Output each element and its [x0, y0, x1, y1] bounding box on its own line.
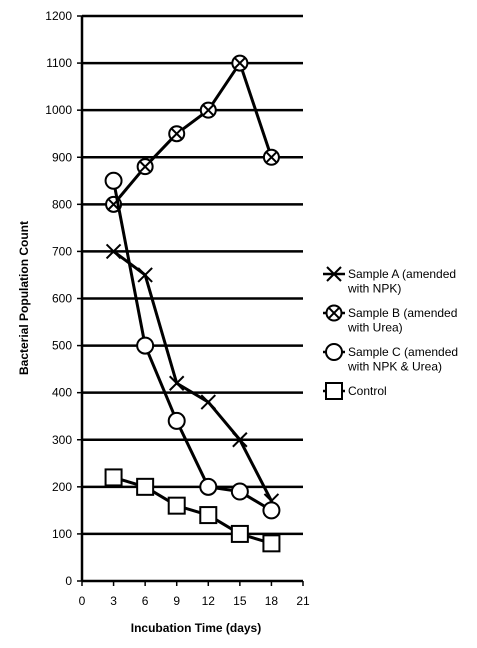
data-point-s2-4: [231, 54, 249, 72]
data-point-s4-3: [199, 506, 218, 525]
y-tick-label-100: 100: [52, 527, 72, 541]
marker-x-stroke: [233, 57, 246, 70]
series-line-2: [112, 61, 273, 206]
legend-marker: [325, 343, 343, 361]
x-tick-label-6: 6: [142, 594, 149, 608]
y-tick-label-0: 0: [65, 574, 72, 588]
marker-x-stroke: [200, 394, 216, 410]
y-tick-label-200: 200: [52, 480, 72, 494]
data-point-s4-5: [262, 534, 281, 553]
x-tick-label-9: 9: [173, 594, 180, 608]
marker-x-stroke: [137, 267, 153, 283]
legend-item-4: Control: [323, 382, 387, 400]
series-2: [105, 54, 280, 213]
series-group: [104, 54, 281, 553]
marker-x-stroke: [202, 104, 215, 117]
x-tick-label-15: 15: [233, 594, 247, 608]
data-point-s1-2: [169, 375, 185, 391]
data-point-s4-4: [230, 524, 249, 543]
data-point-s1-4: [232, 432, 248, 448]
data-point-s3-0: [104, 171, 123, 190]
y-tick-label-800: 800: [52, 197, 72, 211]
y-axis-title: Bacterial Population Count: [17, 221, 31, 375]
legend-label-line: with NPK): [347, 282, 401, 296]
y-tick-label-900: 900: [52, 150, 72, 164]
y-tick-label-1000: 1000: [45, 103, 72, 117]
data-point-s1-1: [137, 267, 153, 283]
data-point-s3-1: [136, 336, 155, 355]
data-point-s4-0: [104, 468, 123, 487]
data-point-s1-0: [105, 243, 122, 260]
data-point-s3-2: [167, 411, 186, 430]
data-point-s4-2: [167, 496, 186, 515]
y-tick-label-700: 700: [52, 244, 72, 258]
x-axis-title: Incubation Time (days): [131, 621, 261, 635]
marker-x-stroke: [169, 375, 185, 391]
x-tick-label-3: 3: [110, 594, 117, 608]
marker-x-stroke: [105, 243, 122, 260]
tick-labels: 0 100 200 300 400 500 600 700 800 900 1000 1100 1200…: [45, 9, 310, 608]
data-point-s2-2: [168, 125, 186, 143]
legend-marker: [325, 304, 343, 322]
x-tick-label-18: 18: [265, 594, 279, 608]
data-point-s2-5: [262, 148, 280, 166]
y-tick-label-500: 500: [52, 339, 72, 353]
y-tick-label-1200: 1200: [45, 9, 72, 23]
legend-label-line: Sample C (amended: [348, 345, 458, 359]
y-tick-label-600: 600: [52, 292, 72, 306]
marker-x-stroke: [170, 127, 183, 140]
marker-x-stroke: [326, 266, 342, 282]
x-tick-label-0: 0: [79, 594, 86, 608]
y-tick-label-1100: 1100: [46, 56, 72, 70]
data-point-s2-1: [136, 158, 154, 176]
legend-label-line: Sample B (amended: [348, 306, 457, 320]
series-3: [104, 171, 281, 520]
legend-label-line: with NPK & Urea): [347, 360, 442, 374]
gridlines: [82, 14, 303, 536]
x-tick-label-21: 21: [296, 594, 310, 608]
data-point-s3-5: [262, 501, 281, 520]
y-tick-label-300: 300: [52, 433, 72, 447]
legend-label-line: with Urea): [347, 321, 403, 335]
data-point-s3-3: [199, 477, 218, 496]
y-tick-label-400: 400: [52, 386, 72, 400]
x-tick-label-12: 12: [202, 594, 216, 608]
data-point-s2-3: [199, 101, 217, 119]
data-point-s3-4: [230, 482, 249, 501]
marker-x-stroke: [327, 306, 341, 320]
series-4: [104, 468, 281, 553]
legend-marker: [326, 266, 342, 282]
legend-marker: [325, 382, 343, 400]
marker-x-stroke: [232, 432, 248, 448]
data-point-s4-1: [136, 477, 155, 496]
series-line-1: [112, 250, 273, 502]
marker-x-stroke: [139, 160, 152, 173]
legend-label-line: Control: [348, 384, 387, 398]
marker-x-stroke: [265, 151, 278, 164]
data-point-s1-3: [200, 394, 216, 410]
legend-label-line: Sample A (amended: [348, 267, 456, 281]
axes: [77, 15, 304, 586]
